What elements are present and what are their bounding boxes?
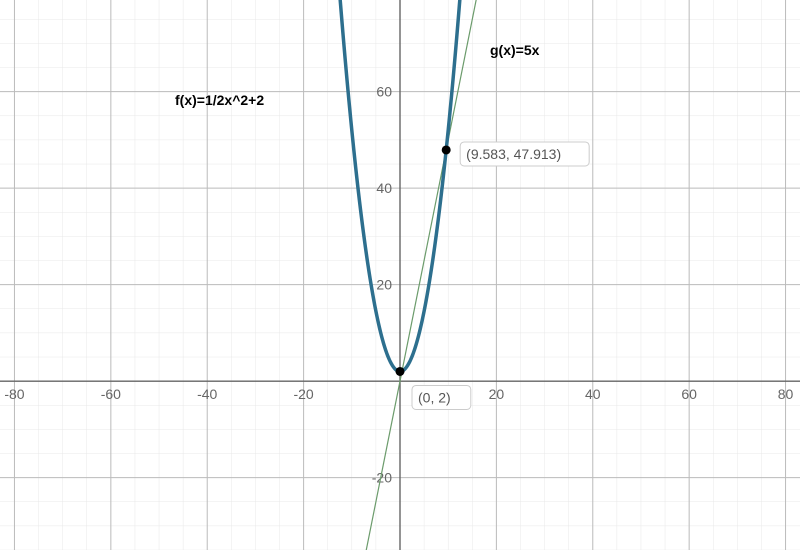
label-f: f(x)=1/2x^2+2 — [175, 92, 264, 108]
x-tick-label: -20 — [293, 386, 313, 402]
y-tick-label: 60 — [376, 84, 392, 100]
x-tick-label: -60 — [101, 386, 121, 402]
y-tick-label: 40 — [376, 180, 392, 196]
chart-container: -80-60-40-2020406080-20204060f(x)=1/2x^2… — [0, 0, 800, 550]
x-tick-label: 80 — [778, 386, 794, 402]
x-tick-label: -40 — [197, 386, 217, 402]
x-tick-label: -80 — [4, 386, 24, 402]
x-tick-label: 60 — [681, 386, 697, 402]
y-tick-label: 20 — [376, 277, 392, 293]
label-g: g(x)=5x — [490, 42, 540, 58]
point-label: (9.583, 47.913) — [466, 146, 561, 162]
x-tick-label: 40 — [585, 386, 601, 402]
chart-svg: -80-60-40-2020406080-20204060f(x)=1/2x^2… — [0, 0, 800, 550]
point-label: (0, 2) — [418, 389, 451, 405]
point-dot — [396, 367, 405, 376]
x-tick-label: 20 — [489, 386, 505, 402]
point-dot — [442, 145, 451, 154]
